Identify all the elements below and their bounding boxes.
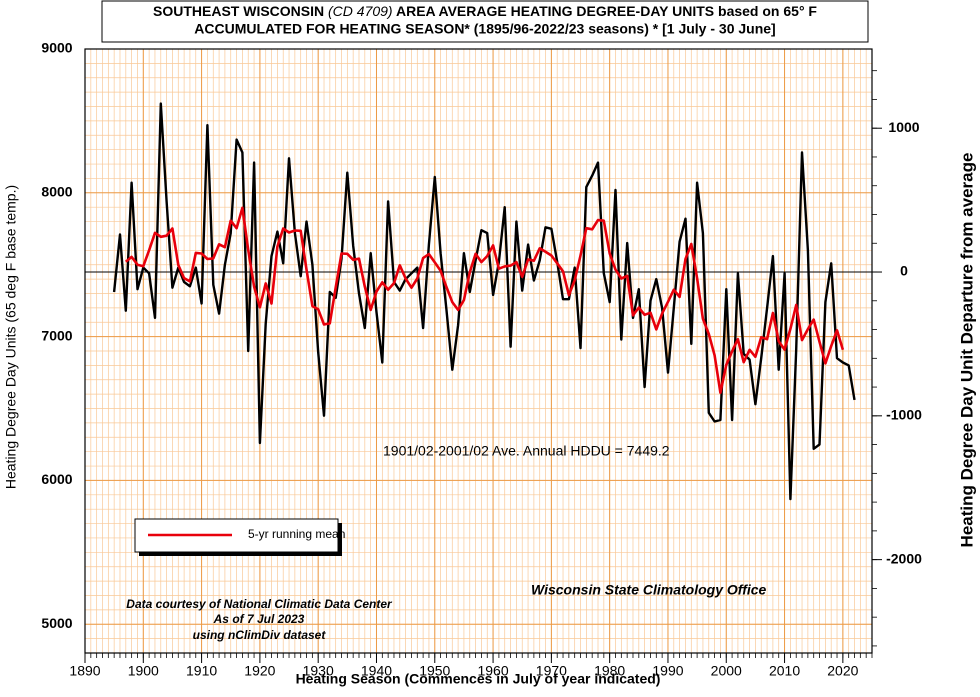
data-line xyxy=(112,102,856,501)
title-part: SOUTHEAST WISCONSIN xyxy=(153,3,328,19)
credit: using nClimDiv dataset xyxy=(193,628,327,642)
y-axis-label: Heating Degree Day Units (65 deg F base … xyxy=(3,185,19,489)
x-axis-label: Heating Season (Commences in July of yea… xyxy=(296,671,661,687)
x-tick-label: 1930 xyxy=(303,663,334,679)
x-tick-label: 2000 xyxy=(711,663,742,679)
x-tick-label: 1990 xyxy=(652,663,683,679)
x-tick-label: 1970 xyxy=(536,663,567,679)
plot-area xyxy=(85,49,872,653)
x-tick-label: 1920 xyxy=(244,663,275,679)
y2-tick-label: 0 xyxy=(900,263,908,279)
title-part: (CD 4709) xyxy=(328,3,393,19)
average-label: 1901/02-2001/02 Ave. Annual HDDU = 7449.… xyxy=(383,443,670,459)
x-tick-label: 1910 xyxy=(186,663,217,679)
credit: As of 7 Jul 2023 xyxy=(213,612,305,626)
y-tick-label: 5000 xyxy=(41,615,72,631)
x-tick-label: 1950 xyxy=(419,663,450,679)
source: Wisconsin State Climatology Office xyxy=(531,582,767,598)
x-tick-label: 1890 xyxy=(69,663,100,679)
y2-axis-label: Heating Degree Day Unit Departure from a… xyxy=(957,153,976,548)
x-tick-label: 1900 xyxy=(128,663,159,679)
x-tick-label: 2020 xyxy=(827,663,858,679)
plot-frame xyxy=(84,48,873,654)
x-tick-label: 1960 xyxy=(477,663,508,679)
legend-label: 5-yr running mean xyxy=(248,527,345,541)
x-tick-label: 1940 xyxy=(361,663,392,679)
y2-tick-label: -1000 xyxy=(886,407,922,423)
x-tick-label: 2010 xyxy=(769,663,800,679)
y-tick-label: 9000 xyxy=(41,40,72,56)
chart-subtitle: ACCUMULATED FOR HEATING SEASON* (1895/96… xyxy=(194,21,775,37)
chart-title: SOUTHEAST WISCONSIN (CD 4709) AREA AVERA… xyxy=(153,3,817,19)
y-tick-label: 8000 xyxy=(41,184,72,200)
y2-tick-label: -2000 xyxy=(886,550,922,566)
x-tick-label: 1980 xyxy=(594,663,625,679)
y2-tick-label: 1000 xyxy=(888,119,919,135)
y-tick-label: 6000 xyxy=(41,471,72,487)
title-box xyxy=(101,0,869,43)
y-tick-label: 7000 xyxy=(41,327,72,343)
credit: Data courtesy of National Climatic Data … xyxy=(126,597,393,611)
data-line xyxy=(124,206,845,394)
title-part: AREA AVERAGE HEATING DEGREE-DAY UNITS ba… xyxy=(393,3,818,19)
